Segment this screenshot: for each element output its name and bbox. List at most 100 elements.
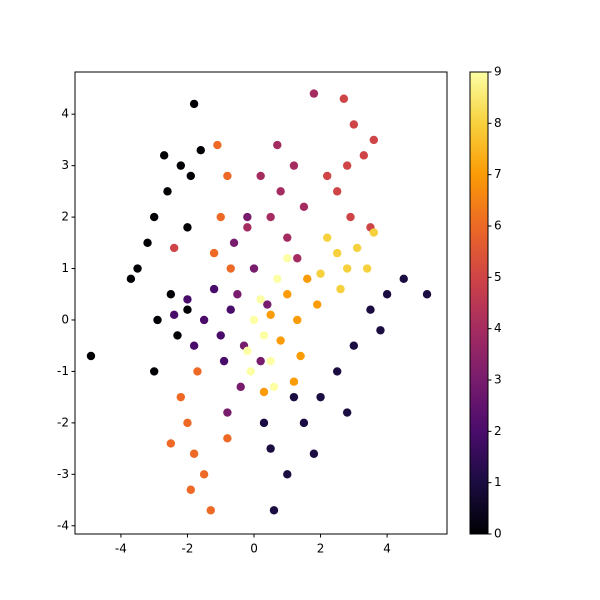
- point: [206, 506, 215, 515]
- point: [296, 351, 305, 361]
- point: [183, 418, 192, 428]
- point: [283, 470, 292, 479]
- point: [336, 284, 345, 294]
- point: [153, 315, 162, 325]
- x-tick-label: 0: [250, 542, 258, 556]
- point: [246, 367, 255, 376]
- point: [303, 274, 312, 284]
- point: [236, 382, 245, 392]
- point: [243, 212, 252, 222]
- point: [256, 356, 265, 366]
- colorbar-tick-label: 8: [494, 116, 502, 130]
- point: [233, 290, 242, 299]
- colorbar-tick-label: 9: [494, 65, 502, 79]
- y-tick-label: -4: [57, 518, 69, 532]
- point: [189, 341, 199, 350]
- point: [369, 228, 378, 237]
- point: [309, 89, 319, 98]
- point: [339, 94, 349, 103]
- point: [293, 315, 302, 325]
- point: [176, 161, 186, 170]
- colorbar-tick-label: 6: [494, 219, 502, 233]
- point: [332, 367, 342, 376]
- point: [226, 305, 235, 314]
- point: [266, 356, 275, 366]
- point: [259, 331, 269, 340]
- point: [226, 264, 235, 273]
- point: [359, 151, 369, 160]
- x-tick-label: -2: [181, 542, 193, 556]
- point: [163, 187, 172, 196]
- point: [169, 243, 179, 253]
- colorbar: [469, 71, 489, 535]
- point: [183, 305, 192, 314]
- point: [229, 238, 239, 248]
- point: [166, 439, 176, 448]
- point: [209, 284, 219, 294]
- point: [189, 99, 199, 109]
- point: [283, 254, 292, 263]
- point: [349, 341, 359, 350]
- point: [209, 248, 219, 258]
- point: [289, 392, 299, 402]
- point: [86, 351, 96, 361]
- point: [199, 315, 209, 325]
- point: [276, 187, 285, 196]
- point: [169, 310, 179, 320]
- y-tick-label: 1: [61, 261, 69, 275]
- point: [369, 135, 378, 145]
- point: [266, 310, 275, 320]
- y-tick-label: -2: [57, 415, 69, 429]
- point: [186, 485, 195, 494]
- x-tick-label: 2: [317, 542, 325, 556]
- point: [189, 449, 199, 458]
- point: [362, 264, 372, 273]
- colorbar-tick-label: 1: [494, 475, 502, 489]
- point: [176, 392, 186, 402]
- point: [349, 120, 359, 129]
- point: [332, 248, 342, 258]
- x-tick-label: 4: [383, 542, 391, 556]
- point: [256, 171, 265, 181]
- y-tick-label: 0: [61, 312, 69, 326]
- point: [316, 269, 325, 278]
- point: [216, 331, 225, 340]
- point: [299, 418, 309, 428]
- point: [342, 408, 352, 417]
- point: [342, 161, 352, 170]
- point: [276, 336, 285, 345]
- point: [213, 140, 222, 150]
- point: [256, 295, 265, 304]
- point: [289, 161, 299, 170]
- point: [332, 187, 342, 196]
- x-tick-label: -4: [115, 542, 127, 556]
- point: [269, 506, 279, 515]
- point: [346, 212, 355, 222]
- point: [313, 300, 322, 309]
- point: [199, 470, 209, 479]
- point: [133, 264, 142, 273]
- y-tick-label: -1: [57, 364, 69, 378]
- point: [243, 346, 252, 356]
- point: [243, 223, 252, 232]
- point: [382, 290, 392, 299]
- point: [223, 408, 232, 417]
- point: [216, 212, 225, 222]
- point: [149, 212, 159, 222]
- point: [149, 367, 159, 376]
- point: [352, 243, 362, 253]
- colorbar-tick-label: 3: [494, 373, 502, 387]
- point: [269, 382, 279, 392]
- point: [283, 290, 292, 299]
- point: [249, 315, 259, 325]
- colorbar-tick-label: 5: [494, 270, 502, 284]
- point: [283, 233, 292, 242]
- point: [186, 171, 195, 181]
- point: [173, 331, 182, 340]
- y-tick-label: 4: [61, 107, 69, 121]
- point: [263, 300, 272, 309]
- point: [259, 387, 269, 397]
- point: [196, 146, 205, 155]
